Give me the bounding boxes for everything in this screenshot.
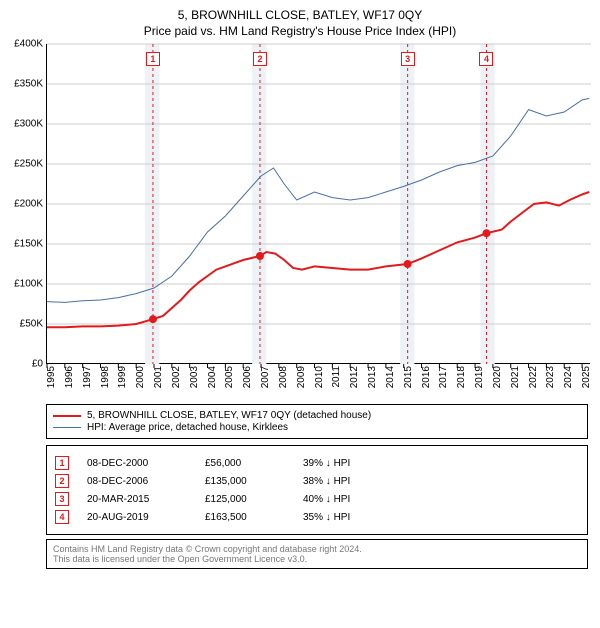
chart-svg (47, 44, 591, 364)
x-tick-label: 2001 (153, 366, 164, 388)
transaction-hpi-delta: 38% ↓ HPI (303, 476, 393, 487)
x-tick-label: 1998 (100, 366, 111, 388)
x-tick-label: 2008 (278, 366, 289, 388)
x-tick-label: 2025 (581, 366, 592, 388)
x-tick-label: 2012 (349, 366, 360, 388)
transaction-hpi-delta: 40% ↓ HPI (303, 494, 393, 505)
x-tick-label: 2010 (314, 366, 325, 388)
y-tick-label: £250K (14, 159, 47, 170)
x-tick-label: 2003 (189, 366, 200, 388)
transaction-price: £125,000 (205, 494, 285, 505)
transaction-price: £135,000 (205, 476, 285, 487)
y-tick-label: £150K (14, 239, 47, 250)
legend-box: 5, BROWNHILL CLOSE, BATLEY, WF17 0QY (de… (46, 404, 588, 439)
x-tick-label: 1996 (64, 366, 75, 388)
transaction-marker-box: 4 (55, 510, 69, 524)
transaction-hpi-delta: 35% ↓ HPI (303, 512, 393, 523)
transaction-row: 2 08-DEC-2006 £135,000 38% ↓ HPI (55, 474, 579, 488)
x-tick-label: 2021 (510, 366, 521, 388)
footer-attribution: Contains HM Land Registry data © Crown c… (46, 539, 588, 569)
x-tick-label: 2016 (421, 366, 432, 388)
x-tick-label: 2024 (563, 366, 574, 388)
legend-swatch (53, 427, 81, 428)
transaction-marker-box: 3 (55, 492, 69, 506)
x-tick-label: 1995 (46, 366, 57, 388)
x-tick-label: 2000 (135, 366, 146, 388)
legend-label: 5, BROWNHILL CLOSE, BATLEY, WF17 0QY (de… (87, 410, 371, 421)
x-tick-label: 2009 (296, 366, 307, 388)
transaction-hpi-delta: 39% ↓ HPI (303, 458, 393, 469)
transaction-price: £163,500 (205, 512, 285, 523)
legend-item: HPI: Average price, detached house, Kirk… (53, 422, 581, 433)
page-subtitle: Price paid vs. HM Land Registry's House … (0, 24, 600, 38)
y-tick-label: £350K (14, 79, 47, 90)
y-tick-label: £0 (32, 359, 47, 370)
chart-marker-1: 1 (146, 52, 160, 66)
transaction-marker-box: 1 (55, 456, 69, 470)
x-tick-label: 1999 (117, 366, 128, 388)
chart-marker-2: 2 (253, 52, 267, 66)
x-tick-label: 1997 (82, 366, 93, 388)
x-tick-label: 2014 (385, 366, 396, 388)
x-tick-label: 2011 (331, 366, 342, 388)
transaction-marker-box: 2 (55, 474, 69, 488)
x-tick-label: 2015 (403, 366, 414, 388)
transaction-row: 1 08-DEC-2000 £56,000 39% ↓ HPI (55, 456, 579, 470)
transaction-row: 3 20-MAR-2015 £125,000 40% ↓ HPI (55, 492, 579, 506)
x-tick-label: 2020 (492, 366, 503, 388)
x-tick-label: 2018 (456, 366, 467, 388)
x-tick-label: 2019 (474, 366, 485, 388)
chart-marker-4: 4 (479, 52, 493, 66)
x-tick-label: 2022 (528, 366, 539, 388)
chart-container: 5, BROWNHILL CLOSE, BATLEY, WF17 0QY Pri… (0, 8, 600, 569)
footer-line-2: This data is licensed under the Open Gov… (53, 554, 581, 564)
y-tick-label: £200K (14, 199, 47, 210)
legend-item: 5, BROWNHILL CLOSE, BATLEY, WF17 0QY (de… (53, 410, 581, 421)
x-tick-label: 2023 (545, 366, 556, 388)
x-axis-ticks: 1995 1996 1997 1998 1999 2000 2001 2002 2003 2004… (46, 364, 590, 400)
transaction-date: 08-DEC-2000 (87, 458, 187, 469)
transaction-price: £56,000 (205, 458, 285, 469)
transaction-date: 20-AUG-2019 (87, 512, 187, 523)
x-tick-label: 2007 (260, 366, 271, 388)
y-tick-label: £400K (14, 39, 47, 50)
transaction-date: 08-DEC-2006 (87, 476, 187, 487)
x-tick-label: 2004 (207, 366, 218, 388)
x-tick-label: 2002 (171, 366, 182, 388)
transaction-row: 4 20-AUG-2019 £163,500 35% ↓ HPI (55, 510, 579, 524)
x-tick-label: 2006 (242, 366, 253, 388)
y-tick-label: £50K (20, 319, 47, 330)
x-tick-label: 2017 (438, 366, 449, 388)
chart-marker-3: 3 (401, 52, 415, 66)
y-tick-label: £300K (14, 119, 47, 130)
x-tick-label: 2013 (367, 366, 378, 388)
transactions-table: 1 08-DEC-2000 £56,000 39% ↓ HPI 2 08-DEC-2006… (46, 445, 588, 535)
chart-plot-area: £0£50K£100K£150K£200K£250K£300K£350K£400… (46, 44, 590, 364)
footer-line-1: Contains HM Land Registry data © Crown c… (53, 544, 581, 554)
page-title: 5, BROWNHILL CLOSE, BATLEY, WF17 0QY (0, 8, 600, 22)
y-tick-label: £100K (14, 279, 47, 290)
x-tick-label: 2005 (224, 366, 235, 388)
transaction-date: 20-MAR-2015 (87, 494, 187, 505)
legend-label: HPI: Average price, detached house, Kirk… (87, 422, 288, 433)
legend-swatch (53, 415, 81, 417)
